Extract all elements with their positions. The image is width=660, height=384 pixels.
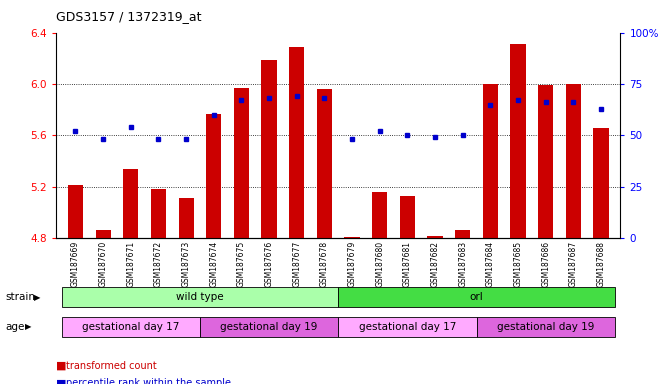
Bar bbox=[338, 317, 477, 337]
Bar bbox=[178, 198, 194, 238]
Bar bbox=[61, 287, 338, 307]
Bar bbox=[206, 114, 221, 238]
Text: orl: orl bbox=[470, 292, 483, 302]
Text: ▶: ▶ bbox=[34, 293, 41, 302]
Bar bbox=[234, 88, 249, 238]
Bar bbox=[400, 196, 415, 238]
Bar bbox=[428, 235, 443, 238]
Text: gestational day 19: gestational day 19 bbox=[497, 322, 595, 332]
Text: gestational day 19: gestational day 19 bbox=[220, 322, 317, 332]
Bar bbox=[538, 85, 553, 238]
Text: ▶: ▶ bbox=[25, 322, 32, 331]
Bar bbox=[200, 317, 338, 337]
Bar bbox=[593, 127, 609, 238]
Text: GDS3157 / 1372319_at: GDS3157 / 1372319_at bbox=[56, 10, 201, 23]
Text: gestational day 17: gestational day 17 bbox=[359, 322, 456, 332]
Bar bbox=[61, 317, 200, 337]
Text: ■: ■ bbox=[56, 361, 67, 371]
Bar bbox=[96, 230, 111, 238]
Text: gestational day 17: gestational day 17 bbox=[82, 322, 180, 332]
Bar bbox=[338, 287, 615, 307]
Bar bbox=[345, 237, 360, 238]
Bar bbox=[68, 185, 83, 238]
Bar bbox=[151, 189, 166, 238]
Text: ■: ■ bbox=[56, 378, 67, 384]
Text: age: age bbox=[5, 322, 24, 332]
Text: wild type: wild type bbox=[176, 292, 224, 302]
Bar bbox=[455, 230, 471, 238]
Bar bbox=[123, 169, 139, 238]
Text: percentile rank within the sample: percentile rank within the sample bbox=[66, 378, 231, 384]
Bar bbox=[482, 84, 498, 238]
Bar bbox=[261, 60, 277, 238]
Bar bbox=[372, 192, 387, 238]
Bar bbox=[477, 317, 615, 337]
Bar bbox=[289, 47, 304, 238]
Bar bbox=[566, 84, 581, 238]
Bar bbox=[510, 44, 525, 238]
Text: strain: strain bbox=[5, 292, 35, 302]
Bar bbox=[317, 89, 332, 238]
Text: transformed count: transformed count bbox=[66, 361, 157, 371]
